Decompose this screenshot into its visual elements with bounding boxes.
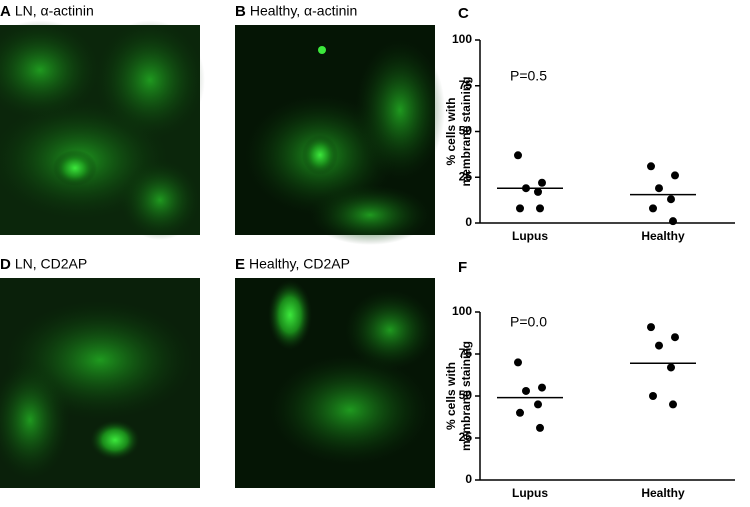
y-axis-label: membrane staining: [459, 341, 473, 451]
image-a: [0, 20, 205, 240]
dot: [671, 333, 679, 342]
dot: [538, 383, 546, 392]
panel-title: Healthy, α-actinin: [250, 3, 357, 19]
panel-letter: B: [235, 3, 246, 20]
y-tick-label: 75: [459, 346, 473, 360]
y-axis-label: % cells with: [444, 97, 458, 165]
dot: [522, 184, 530, 193]
dot: [522, 386, 530, 395]
panel-title: LN, CD2AP: [15, 256, 87, 272]
dot: [514, 358, 522, 367]
dot: [516, 408, 524, 417]
panel-title: Healthy, CD2AP: [249, 256, 350, 272]
x-tick-label: Lupus: [512, 229, 548, 243]
dot: [667, 195, 675, 204]
dot: [516, 204, 524, 213]
y-tick-label: 0: [465, 472, 472, 486]
dot: [671, 171, 679, 180]
y-tick-label: 0: [465, 215, 472, 229]
annotation: P=0.5: [510, 68, 547, 84]
y-tick-label: 100: [452, 32, 472, 46]
dot: [649, 204, 657, 213]
y-tick-label: 100: [452, 304, 472, 318]
y-axis-label: % cells with: [444, 362, 458, 430]
dot: [669, 400, 677, 409]
panel-letter: C: [458, 5, 469, 22]
y-tick-label: 50: [459, 124, 473, 138]
dot: [655, 341, 663, 350]
y-tick-label: 75: [459, 78, 473, 92]
y-tick-label: 25: [459, 430, 473, 444]
dot: [534, 187, 542, 196]
dot: [667, 363, 675, 372]
dot: [538, 178, 546, 187]
panel-letter: F: [458, 259, 467, 276]
x-tick-label: Healthy: [641, 229, 685, 243]
dot: [647, 162, 655, 171]
image-d: [0, 278, 200, 488]
panel-letter: A: [0, 3, 11, 20]
y-tick-label: 25: [459, 169, 473, 183]
dot: [536, 204, 544, 213]
y-tick-label: 50: [459, 388, 473, 402]
panel-title: LN, α-actinin: [15, 3, 94, 19]
x-tick-label: Healthy: [641, 486, 685, 500]
dot: [655, 184, 663, 193]
dot: [647, 323, 655, 332]
dot: [514, 151, 522, 160]
dot: [534, 400, 542, 409]
y-axis-label: membrane staining: [459, 76, 473, 186]
dot: [536, 423, 544, 432]
panel-letter: D: [0, 256, 11, 273]
image-e: [235, 278, 435, 488]
annotation: P=0.0: [510, 314, 547, 330]
panel-letter: E: [235, 256, 245, 273]
dot: [649, 392, 657, 400]
x-tick-label: Lupus: [512, 486, 548, 500]
dot: [669, 217, 677, 226]
image-b: [235, 25, 445, 245]
